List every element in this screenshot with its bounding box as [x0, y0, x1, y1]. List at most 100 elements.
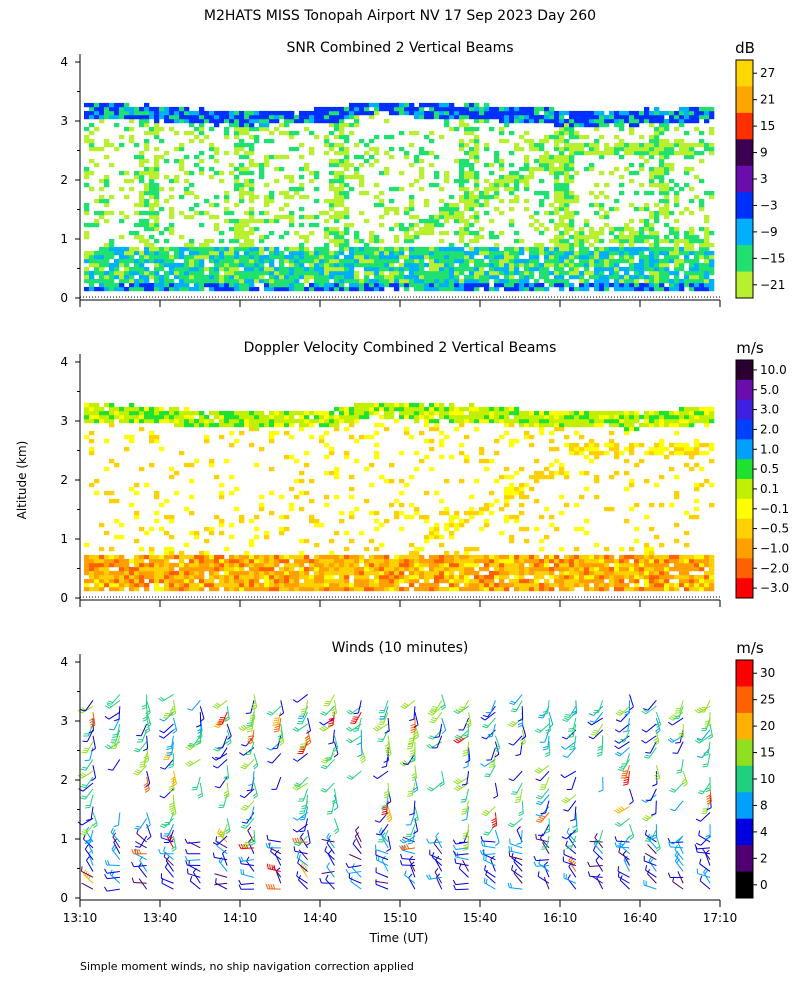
heat-cell: [129, 574, 135, 580]
heat-cell: [144, 122, 150, 128]
heat-cell: [374, 110, 380, 116]
heat-cell: [364, 574, 370, 580]
heat-cell: [629, 114, 635, 120]
heat-cell: [419, 270, 425, 276]
heat-cell: [264, 270, 270, 276]
heat-cell: [339, 406, 345, 412]
heat-cell: [394, 238, 400, 244]
heat-cell: [409, 102, 415, 108]
heat-cell: [109, 574, 115, 580]
heat-cell: [179, 570, 185, 576]
heat-cell: [254, 554, 260, 560]
heat-cell: [509, 178, 515, 184]
heat-cell: [699, 138, 705, 144]
heat-cell: [194, 202, 200, 208]
heat-cell: [559, 418, 565, 424]
heat-cell: [199, 118, 205, 124]
heat-cell: [439, 558, 445, 564]
heat-cell: [409, 406, 415, 412]
heat-cell: [564, 562, 570, 568]
heat-cell: [414, 274, 420, 280]
heat-cell: [109, 586, 115, 592]
heat-cell: [509, 162, 515, 168]
heat-cell: [259, 166, 265, 172]
heat-cell: [704, 214, 710, 220]
heat-cell: [689, 230, 695, 236]
snr-heatmap: [84, 102, 715, 292]
heat-cell: [599, 450, 605, 456]
heat-cell: [604, 586, 610, 592]
heat-cell: [334, 126, 340, 132]
heat-cell: [564, 214, 570, 220]
heat-cell: [564, 154, 570, 160]
heat-cell: [254, 138, 260, 144]
heat-cell: [114, 246, 120, 252]
heat-cell: [594, 210, 600, 216]
heat-cell: [249, 198, 255, 204]
heat-cell: [499, 410, 505, 416]
heat-cell: [579, 122, 585, 128]
heat-cell: [429, 102, 435, 108]
heat-cell: [324, 210, 330, 216]
heat-cell: [149, 406, 155, 412]
heat-cell: [669, 258, 675, 264]
heat-cell: [389, 106, 395, 112]
heat-cell: [424, 538, 430, 544]
heat-cell: [449, 270, 455, 276]
heat-cell: [424, 270, 430, 276]
heat-cell: [464, 262, 470, 268]
heat-cell: [199, 582, 205, 588]
heat-cell: [349, 262, 355, 268]
heat-cell: [154, 490, 160, 496]
heat-cell: [224, 206, 230, 212]
heat-cell: [319, 582, 325, 588]
heat-cell: [474, 126, 480, 132]
heat-cell: [144, 238, 150, 244]
heat-cell: [599, 286, 605, 292]
heat-cell: [499, 178, 505, 184]
heat-cell: [294, 230, 300, 236]
heat-cell: [244, 210, 250, 216]
heat-cell: [614, 278, 620, 284]
heat-cell: [624, 250, 630, 256]
heat-cell: [369, 162, 375, 168]
heat-cell: [154, 174, 160, 180]
heat-cell: [364, 262, 370, 268]
heat-cell: [464, 274, 470, 280]
heat-cell: [189, 270, 195, 276]
heat-cell: [354, 402, 360, 408]
heat-cell: [144, 242, 150, 248]
heat-cell: [589, 270, 595, 276]
heat-cell: [434, 154, 440, 160]
heat-cell: [344, 110, 350, 116]
heat-cell: [619, 254, 625, 260]
heat-cell: [289, 262, 295, 268]
heat-cell: [154, 198, 160, 204]
heat-cell: [179, 158, 185, 164]
heat-cell: [444, 262, 450, 268]
heat-cell: [414, 254, 420, 260]
heat-cell: [579, 234, 585, 240]
heat-cell: [619, 410, 625, 416]
heat-cell: [664, 142, 670, 148]
heat-cell: [474, 194, 480, 200]
heat-cell: [199, 422, 205, 428]
heat-cell: [569, 250, 575, 256]
heat-cell: [429, 410, 435, 416]
heat-cell: [494, 278, 500, 284]
heat-cell: [554, 174, 560, 180]
heat-cell: [244, 562, 250, 568]
heat-cell: [444, 170, 450, 176]
heat-cell: [619, 566, 625, 572]
heat-cell: [199, 158, 205, 164]
heat-cell: [299, 274, 305, 280]
heat-cell: [514, 282, 520, 288]
heat-cell: [374, 518, 380, 524]
heat-cell: [89, 282, 95, 288]
heat-cell: [614, 270, 620, 276]
heat-cell: [104, 578, 110, 584]
heat-cell: [684, 150, 690, 156]
heat-cell: [139, 258, 145, 264]
heat-cell: [494, 114, 500, 120]
heat-cell: [254, 126, 260, 132]
